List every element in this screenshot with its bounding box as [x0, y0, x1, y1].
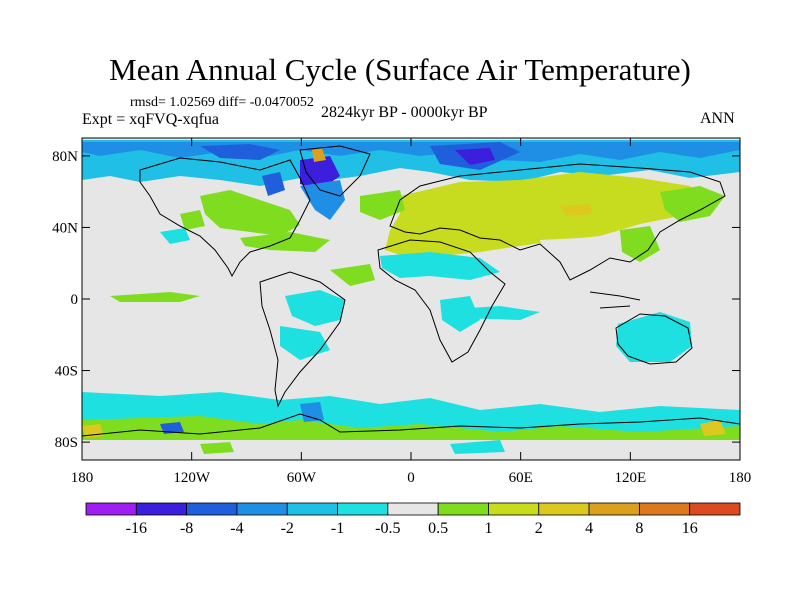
period-label: 2824kyr BP - 0000kyr BP — [321, 104, 488, 121]
colorbar-bin — [437, 502, 489, 516]
x-tick-label: 180 — [71, 470, 94, 486]
colorbar-bin — [337, 502, 389, 516]
colorbar-bin — [135, 502, 188, 516]
x-tick-label: 60W — [287, 470, 317, 486]
colorbar-label: 4 — [585, 520, 593, 537]
colorbar — [85, 502, 741, 516]
season-label: ANN — [700, 110, 735, 127]
colorbar-bin — [85, 502, 137, 516]
colorbar-bin — [488, 502, 540, 516]
colorbar-bin — [387, 502, 439, 516]
colorbar-label: -8 — [180, 520, 193, 537]
colorbar-labels: -16 -8 -4 -2 -1 -0.5 0.5 1 2 4 8 16 — [126, 520, 698, 537]
colorbar-bin — [538, 502, 590, 516]
colorbar-label: -4 — [230, 520, 243, 537]
x-tick-label: 120E — [614, 470, 646, 486]
colorbar-bin — [286, 502, 338, 516]
x-tick-label: 180 — [729, 470, 752, 486]
colorbar-label: 16 — [682, 520, 698, 537]
colorbar-bin — [638, 502, 691, 516]
x-tick-label: 60E — [509, 470, 533, 486]
y-tick-label: 40S — [55, 364, 78, 380]
colorbar-label: -1 — [331, 520, 344, 537]
colorbar-bin — [236, 502, 288, 516]
colorbar-label: 2 — [535, 520, 543, 537]
experiment-label: Expt = xqFVQ-xqfua — [82, 111, 220, 128]
colorbar-bin — [186, 502, 238, 516]
eurasia-anomaly — [360, 172, 725, 270]
y-tick-label: 80N — [52, 149, 78, 165]
colorbar-label: 0.5 — [428, 520, 448, 537]
colorbar-bin — [588, 502, 640, 516]
y-tick-label: 0 — [71, 292, 79, 308]
colorbar-label: -0.5 — [375, 520, 400, 537]
stats-line: rmsd= 1.02569 diff= -0.0470052 — [130, 95, 314, 110]
coastlines — [81, 145, 741, 437]
australia-anomaly — [440, 306, 692, 362]
antarctic-anomaly — [82, 392, 740, 460]
colorbar-label: 1 — [484, 520, 492, 537]
map-title: Mean Annual Cycle (Surface Air Temperatu… — [109, 52, 691, 87]
colorbar-label: 8 — [635, 520, 643, 537]
colorbar-bin — [689, 502, 741, 516]
y-tick-label: 40N — [52, 220, 78, 236]
x-tick-label: 0 — [407, 470, 415, 486]
colorbar-label: -16 — [126, 520, 147, 537]
y-tick-label: 80S — [55, 435, 78, 451]
africa-anomaly — [110, 252, 500, 332]
x-tick-label: 120W — [173, 470, 211, 486]
arctic-anomaly — [82, 140, 740, 220]
south-america-anomaly — [280, 264, 375, 360]
map-plot — [81, 137, 741, 461]
axis-labels: 180 120W 60W 0 60E 120E 180 80N 40N 0 40S 80S — [52, 149, 751, 486]
axis-ticks — [81, 138, 741, 460]
north-america-anomaly — [160, 190, 330, 252]
colorbar-label: -2 — [281, 520, 294, 537]
